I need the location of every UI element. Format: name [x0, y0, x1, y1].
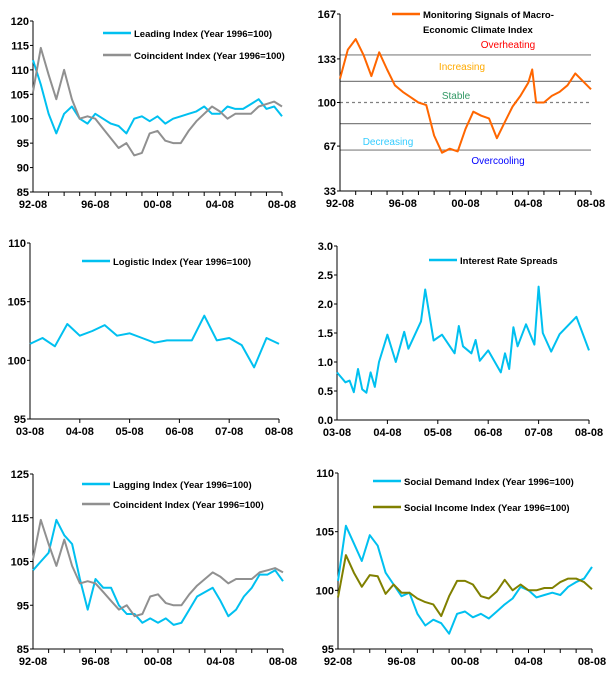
legend-label: Leading Index (Year 1996=100) [134, 29, 272, 40]
y-tick-label: 105 [316, 527, 334, 539]
y-tick-label: 105 [11, 557, 29, 569]
y-tick-label: 110 [8, 238, 26, 250]
y-tick-label: 100 [11, 114, 29, 126]
y-tick-label: 33 [324, 186, 336, 198]
x-tick-label: 08-08 [265, 426, 293, 438]
zone-label-overheating: Overheating [481, 40, 535, 51]
series-line-2 [32, 518, 284, 618]
y-tick-label: 1.0 [318, 357, 333, 369]
x-tick-label: 00-08 [144, 656, 172, 668]
legend-label: Coincident Index (Year 1996=100) [134, 51, 285, 62]
chart-panel-4: 0.0 0.5 1.0 1.5 2.0 2.5 3.0 03-08 04-08 05-08 06-0… [318, 241, 603, 439]
y-tick-label: 100 [8, 355, 26, 367]
legend-label: Social Income Index (Year 1996=100) [404, 503, 570, 514]
x-tick-label: 96-08 [81, 199, 109, 211]
x-tick-label: 06-08 [474, 427, 502, 439]
x-tick-label: 00-08 [143, 199, 171, 211]
x-tick-label: 92-08 [326, 198, 354, 210]
x-tick-label: 07-08 [525, 427, 553, 439]
chart-panel-2: 33 67 100 133 167 92-08 96-08 00-08 04-08 08-08 Ov… [318, 9, 605, 210]
x-tick-label: 96-08 [81, 656, 109, 668]
y-tick-label: 85 [17, 644, 29, 656]
series-line-2 [32, 46, 283, 157]
zone-label-overcooling: Overcooling [471, 156, 524, 167]
series-line-1 [337, 524, 593, 635]
y-tick-label: 105 [8, 297, 26, 309]
y-tick-label: 95 [322, 644, 334, 656]
x-tick-label: 04-08 [373, 427, 401, 439]
zone-label-decreasing: Decreasing [363, 137, 414, 148]
series-line-1 [339, 38, 592, 154]
x-tick-label: 06-08 [165, 426, 193, 438]
y-tick-label: 133 [318, 54, 336, 66]
x-tick-label: 08-08 [577, 198, 605, 210]
y-tick-label: 2.5 [318, 270, 333, 282]
x-tick-label: 03-08 [16, 426, 44, 438]
x-tick-label: 04-08 [206, 199, 234, 211]
y-tick-label: 115 [11, 40, 29, 52]
chart-panel-3: 95 100 105 110 03-08 04-08 05-08 06-08 07-08 08-0… [8, 238, 293, 438]
y-tick-label: 115 [11, 513, 29, 525]
y-tick-label: 0.0 [318, 415, 333, 427]
x-tick-label: 08-08 [578, 656, 606, 668]
y-tick-label: 95 [17, 138, 29, 150]
y-tick-label: 90 [17, 163, 29, 175]
y-tick-label: 1.5 [318, 328, 333, 340]
x-tick-label: 92-08 [19, 656, 47, 668]
y-tick-label: 67 [324, 141, 336, 153]
x-tick-label: 92-08 [324, 656, 352, 668]
x-tick-label: 96-08 [387, 656, 415, 668]
x-tick-label: 96-08 [389, 198, 417, 210]
y-tick-label: 100 [318, 98, 336, 110]
x-tick-label: 05-08 [424, 427, 452, 439]
y-tick-label: 167 [318, 9, 336, 21]
chart-panel-5: 85 95 105 115 125 92-08 96-08 00-08 04-08 08-08 La… [11, 469, 297, 668]
chart-panel-1: 85 90 95 100 105 110 115 120 92-08 96-08 00-08 04-0… [11, 16, 296, 211]
y-tick-label: 125 [11, 469, 29, 481]
series-line-1 [336, 285, 590, 394]
y-tick-label: 110 [11, 65, 29, 77]
x-tick-label: 04-08 [66, 426, 94, 438]
series-line-1 [32, 518, 284, 626]
legend-label: Coincident Index (Year 1996=100) [113, 500, 264, 511]
y-tick-label: 110 [316, 468, 334, 480]
y-tick-label: 85 [17, 187, 29, 199]
x-tick-label: 04-08 [206, 656, 234, 668]
x-tick-label: 08-08 [269, 656, 297, 668]
y-tick-label: 3.0 [318, 241, 333, 253]
series-line-1 [29, 314, 280, 369]
x-tick-label: 92-08 [19, 199, 47, 211]
legend-label: Social Demand Index (Year 1996=100) [404, 477, 574, 488]
legend-label: Lagging Index (Year 1996=100) [113, 480, 252, 491]
zone-label-increasing: Increasing [439, 62, 485, 73]
y-tick-label: 95 [14, 414, 26, 426]
chart-panel-6: 95 100 105 110 92-08 96-08 00-08 04-08 08-08 Soci… [316, 468, 606, 668]
zone-label-stable: Stable [442, 91, 471, 102]
legend-label: Interest Rate Spreads [460, 256, 558, 267]
y-tick-label: 100 [316, 585, 334, 597]
x-tick-label: 03-08 [323, 427, 351, 439]
series-line-2 [337, 554, 593, 618]
x-tick-label: 04-08 [514, 656, 542, 668]
y-tick-label: 2.0 [318, 299, 333, 311]
y-tick-label: 95 [17, 600, 29, 612]
x-tick-label: 08-08 [268, 199, 296, 211]
legend-label: Logistic Index (Year 1996=100) [113, 257, 251, 268]
y-tick-label: 120 [11, 16, 29, 28]
x-tick-label: 05-08 [116, 426, 144, 438]
x-tick-label: 08-08 [575, 427, 603, 439]
x-tick-label: 00-08 [451, 656, 479, 668]
legend-label: Monitoring Signals of Macro-Economic Cli… [423, 10, 554, 36]
x-tick-label: 00-08 [451, 198, 479, 210]
y-tick-label: 0.5 [318, 386, 333, 398]
x-tick-label: 04-08 [514, 198, 542, 210]
y-tick-label: 105 [11, 89, 29, 101]
x-tick-label: 07-08 [215, 426, 243, 438]
